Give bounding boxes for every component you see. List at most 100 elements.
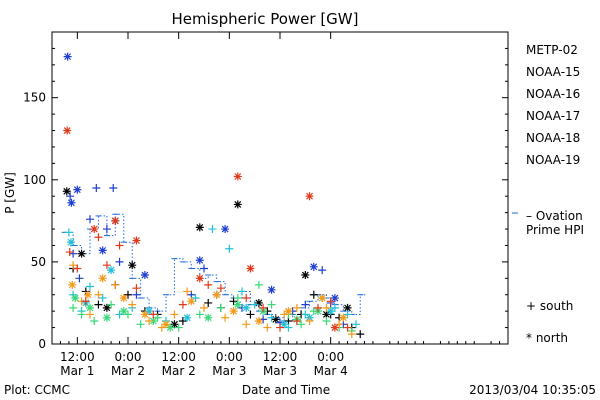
north-point — [102, 313, 111, 322]
south-point — [153, 313, 162, 322]
series-noaa-17 — [69, 280, 356, 335]
north-point — [132, 236, 141, 245]
south-point — [305, 317, 314, 326]
north-point — [229, 307, 238, 316]
south-point — [322, 303, 331, 312]
south-point — [170, 310, 179, 319]
south-point — [128, 300, 137, 309]
legend-item: NOAA-18 — [526, 131, 580, 145]
south-point — [94, 300, 103, 309]
north-point — [119, 294, 128, 303]
south-point — [242, 320, 251, 329]
south-point — [280, 310, 289, 319]
north-point — [254, 298, 263, 307]
plot-frame — [51, 31, 509, 345]
series-noaa-19 — [63, 126, 352, 332]
south-point — [86, 310, 94, 319]
south-point — [229, 297, 238, 306]
north-point — [90, 225, 99, 234]
x-tick-label-date: Mar 2 — [111, 364, 145, 378]
south-point — [250, 300, 259, 309]
north-point — [343, 303, 352, 312]
south-point — [132, 284, 141, 293]
south-point — [111, 280, 120, 289]
south-point — [73, 264, 82, 273]
south-point — [94, 233, 103, 242]
legend-north: * north — [526, 331, 568, 345]
legend-south: + south — [526, 299, 573, 313]
north-point — [63, 52, 72, 61]
north-point — [233, 200, 242, 209]
chart-title: Hemispheric Power [GW] — [172, 10, 359, 28]
x-tick-label-time: 0:00 — [115, 350, 142, 364]
south-point — [284, 323, 293, 332]
legend-item: NOAA-15 — [526, 65, 580, 79]
south-point — [292, 303, 301, 312]
north-point — [318, 294, 327, 303]
north-point — [170, 320, 179, 329]
south-point — [92, 184, 101, 192]
south-point — [208, 225, 217, 234]
legend-item: NOAA-16 — [526, 87, 580, 101]
south-point — [124, 310, 132, 319]
ovation-label-line2: Prime HPI — [526, 223, 584, 237]
north-point — [187, 297, 196, 306]
north-point — [67, 198, 76, 207]
north-point — [68, 280, 77, 289]
ovation-label-line1: – Ovation — [526, 209, 583, 223]
north-point — [63, 126, 72, 135]
north-point — [140, 271, 149, 280]
y-tick-label: 100 — [23, 173, 46, 187]
north-point — [330, 323, 339, 332]
south-point — [318, 266, 327, 275]
south-point — [238, 287, 246, 296]
south-point — [66, 192, 75, 201]
south-point — [136, 320, 145, 329]
south-point — [343, 323, 352, 332]
south-point — [86, 215, 94, 224]
legend: METP-02 NOAA-15 NOAA-16 NOAA-17 NOAA-18 NOAA-… — [526, 43, 580, 167]
footer-right: 2013/03/04 10:35:05 — [469, 383, 596, 397]
south-point — [330, 303, 339, 312]
south-point — [216, 303, 225, 312]
x-tick-label-date: Mar 2 — [162, 364, 196, 378]
south-point — [301, 300, 310, 309]
series-noaa-18 — [68, 261, 356, 339]
north-point — [246, 264, 255, 273]
north-point — [212, 290, 221, 299]
south-point — [178, 317, 187, 326]
north-point — [183, 313, 192, 322]
north-point — [98, 274, 107, 283]
south-point — [343, 310, 352, 319]
south-point — [183, 287, 192, 296]
north-point — [73, 185, 82, 194]
south-point — [352, 320, 360, 329]
south-point — [297, 320, 306, 329]
south-point — [157, 323, 166, 332]
north-point — [204, 313, 213, 322]
south-point — [178, 300, 187, 309]
north-point — [128, 261, 137, 270]
south-point — [322, 317, 331, 326]
x-tick-label-time: 12:00 — [161, 350, 196, 364]
north-point — [111, 216, 120, 225]
north-point — [195, 223, 204, 232]
south-point — [335, 320, 344, 329]
south-point — [107, 300, 116, 309]
south-point — [69, 303, 78, 312]
north-point — [301, 271, 310, 280]
north-point — [233, 300, 242, 309]
x-tick-label-time: 12:00 — [60, 350, 95, 364]
north-point — [330, 294, 339, 303]
south-point — [77, 310, 86, 319]
x-tick-label-date: Mar 1 — [60, 364, 94, 378]
south-point — [102, 261, 111, 270]
south-point — [115, 257, 124, 266]
north-point — [195, 274, 204, 283]
south-point — [246, 310, 255, 319]
north-point — [271, 315, 280, 324]
south-point — [347, 330, 356, 339]
south-point — [81, 297, 90, 306]
south-point — [309, 290, 318, 299]
south-point — [69, 249, 78, 258]
